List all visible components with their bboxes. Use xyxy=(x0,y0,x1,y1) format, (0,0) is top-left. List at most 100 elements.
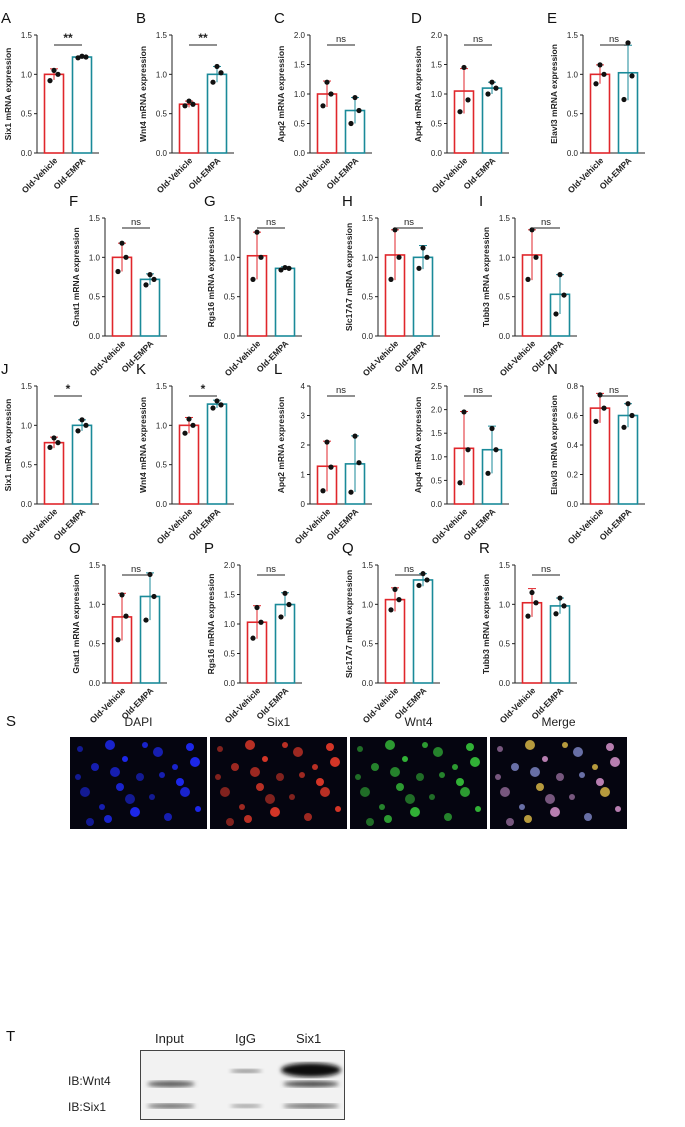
y-tick-label: 0.0 xyxy=(156,149,168,158)
micro-image-six1 xyxy=(210,737,347,829)
cell-nucleus xyxy=(330,757,340,767)
cell-nucleus xyxy=(130,807,140,817)
micro-svg-0 xyxy=(70,737,207,829)
y-tick-label: 0.4 xyxy=(567,441,579,450)
cell-nucleus xyxy=(550,807,560,817)
panel-letter: O xyxy=(69,540,81,557)
data-point xyxy=(356,460,362,466)
bar-empa xyxy=(139,278,161,337)
data-point xyxy=(525,276,531,282)
y-tick-label: 0.5 xyxy=(21,110,33,119)
data-point xyxy=(282,590,288,596)
data-point xyxy=(356,107,362,114)
bar-empa xyxy=(71,424,93,505)
y-tick-label: 0.8 xyxy=(567,382,579,391)
y-tick-label: 0.0 xyxy=(224,332,236,341)
cell-nucleus xyxy=(75,774,81,780)
y-tick-label: 2.5 xyxy=(431,382,443,391)
data-point xyxy=(75,55,81,61)
data-point xyxy=(461,409,467,415)
bar-vehicle xyxy=(178,103,200,154)
y-tick-label: 0.5 xyxy=(499,293,511,302)
data-point xyxy=(457,109,463,115)
x-category-label: Old-Vehicle xyxy=(430,155,470,195)
cell-nucleus xyxy=(379,804,385,810)
data-point xyxy=(190,101,196,107)
bar-empa xyxy=(617,414,639,505)
cell-nucleus xyxy=(355,774,361,780)
y-tick-label: 0.0 xyxy=(567,500,579,509)
y-tick-label: 2.0 xyxy=(431,31,443,40)
cell-nucleus xyxy=(596,778,604,786)
cell-nucleus xyxy=(573,747,583,757)
cell-nucleus xyxy=(444,813,452,821)
y-tick-label: 0.5 xyxy=(567,110,579,119)
data-point xyxy=(186,416,192,422)
data-point xyxy=(123,254,129,260)
y-axis-label: Apq4 mRNA expression xyxy=(413,46,423,143)
panel-letter: H xyxy=(342,193,353,210)
y-tick-label: 0.5 xyxy=(156,110,168,119)
cell-nucleus xyxy=(495,774,501,780)
y-tick-label: 4 xyxy=(301,382,306,391)
y-axis-label: Slc17A7 mRNA expression xyxy=(344,570,354,678)
panel-letter: Q xyxy=(342,540,354,557)
data-point xyxy=(625,40,631,46)
cell-nucleus xyxy=(371,763,379,771)
micro-image-wnt4 xyxy=(350,737,487,829)
cell-nucleus xyxy=(335,806,341,812)
y-tick-label: 0.0 xyxy=(156,500,168,509)
y-tick-label: 1.5 xyxy=(294,61,306,70)
data-point xyxy=(392,586,398,592)
y-tick-label: 1.0 xyxy=(224,620,236,629)
cell-nucleus xyxy=(125,794,135,804)
y-tick-label: 1.0 xyxy=(21,70,33,79)
cell-nucleus xyxy=(500,787,510,797)
data-point xyxy=(601,71,607,77)
y-tick-label: 0.5 xyxy=(362,293,374,302)
micro-title-dapi: DAPI xyxy=(124,715,153,729)
cell-nucleus xyxy=(136,773,144,781)
significance-label: ns xyxy=(336,34,346,45)
y-tick-label: 0.0 xyxy=(431,149,443,158)
y-tick-label: 1.0 xyxy=(21,421,33,430)
y-tick-label: 1.0 xyxy=(567,70,579,79)
cell-nucleus xyxy=(433,747,443,757)
x-category-label: Old-Vehicle xyxy=(430,506,470,546)
y-tick-label: 3 xyxy=(301,412,306,421)
y-axis-label: Apq2 mRNA expression xyxy=(276,46,286,143)
y-tick-label: 0.0 xyxy=(89,679,101,688)
cell-nucleus xyxy=(289,794,295,800)
y-axis-label: Wnt4 mRNA expression xyxy=(138,46,148,142)
significance-label: ** xyxy=(198,31,208,45)
bar-empa xyxy=(274,267,296,337)
data-point xyxy=(561,603,567,609)
data-point xyxy=(79,417,85,423)
data-point xyxy=(147,571,153,578)
y-tick-label: 0.0 xyxy=(224,679,236,688)
y-tick-label: 0.0 xyxy=(499,332,511,341)
cell-nucleus xyxy=(220,787,230,797)
y-tick-label: 1.5 xyxy=(21,31,33,40)
data-point xyxy=(461,64,467,71)
data-point xyxy=(396,597,402,603)
data-point xyxy=(75,428,81,434)
y-tick-label: 0.6 xyxy=(567,412,579,421)
y-tick-label: 0.5 xyxy=(89,640,101,649)
data-point xyxy=(629,73,635,79)
y-axis-label: Rgs16 mRNA expression xyxy=(206,574,216,675)
cell-nucleus xyxy=(542,756,548,762)
cell-nucleus xyxy=(439,772,445,778)
bar-vehicle xyxy=(43,73,65,154)
y-axis-label: Tubb3 mRNA expression xyxy=(481,574,491,674)
significance-label: ns xyxy=(541,217,551,228)
data-point xyxy=(143,617,149,623)
y-tick-label: 1.0 xyxy=(89,600,101,609)
data-point xyxy=(621,96,627,103)
data-point xyxy=(79,53,85,59)
y-tick-label: 1.5 xyxy=(362,214,374,223)
data-point xyxy=(218,70,224,76)
significance-label: ns xyxy=(131,564,141,575)
cell-nucleus xyxy=(511,763,519,771)
blot-band xyxy=(230,1069,262,1073)
